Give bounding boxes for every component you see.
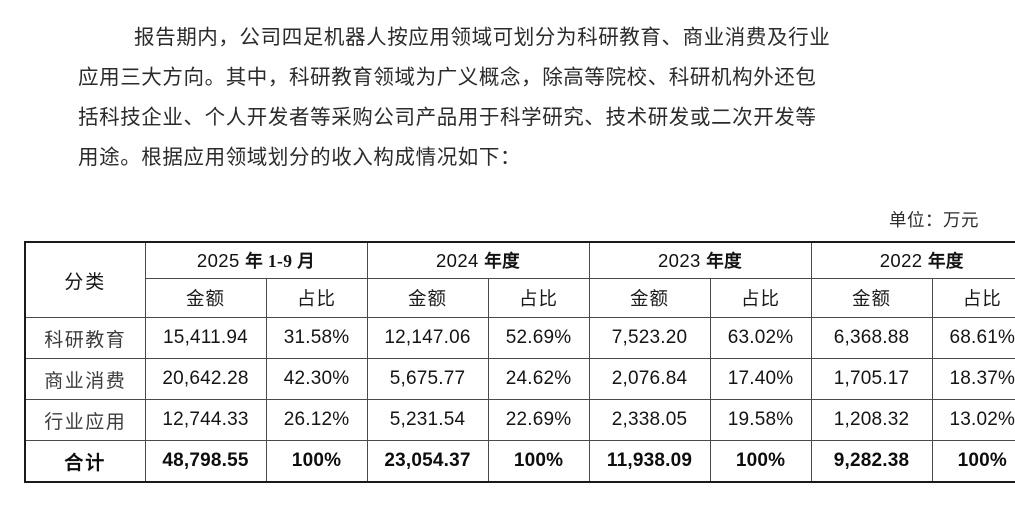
cell-2-1: 26.12% — [265, 399, 368, 441]
paragraph-line-4: 用途。根据应用领域划分的收入构成情况如下： — [78, 147, 522, 169]
cell-1-5: 17.40% — [709, 358, 812, 400]
cell-2-3: 22.69% — [487, 399, 590, 441]
table-row: 商业消费 20,642.28 42.30% 5,675.77 24.62% 2,… — [24, 358, 1015, 400]
header-period-2024: 2024 年度 — [366, 241, 590, 279]
row-category-0: 科研教育 — [24, 317, 146, 359]
header-period-2024-suffix: 年度 — [484, 251, 521, 271]
cell-0-5: 63.02% — [709, 317, 812, 359]
cell-0-7: 68.61% — [931, 317, 1015, 359]
cell-1-1: 42.30% — [265, 358, 368, 400]
header-period-2022: 2022 年度 — [810, 241, 1015, 279]
cell-1-0: 20,642.28 — [144, 358, 267, 400]
table-row: 行业应用 12,744.33 26.12% 5,231.54 22.69% 2,… — [24, 399, 1015, 441]
header-period-2023: 2023 年度 — [588, 241, 812, 279]
table-row: 科研教育 15,411.94 31.58% 12,147.06 52.69% 7… — [24, 317, 1015, 359]
revenue-composition-table: 分类 2025 年 1-9 月 2024 年度 2023 年度 2022 年度 … — [24, 241, 1015, 483]
header-amount-2022: 金额 — [810, 278, 933, 318]
cell-total-6: 9,282.38 — [810, 440, 933, 483]
paragraph-line-1: 报告期内，公司四足机器人按应用领域可划分为科研教育、商业消费及行业 — [134, 27, 831, 49]
header-period-2024-year: 2024 — [435, 250, 479, 271]
cell-0-2: 12,147.06 — [366, 317, 489, 359]
cell-total-5: 100% — [709, 440, 812, 483]
table-header: 分类 2025 年 1-9 月 2024 年度 2023 年度 2022 年度 … — [24, 241, 1015, 318]
cell-0-3: 52.69% — [487, 317, 590, 359]
header-period-2023-suffix: 年度 — [706, 251, 743, 271]
paragraph-line-2: 应用三大方向。其中，科研教育领域为广义概念，除高等院校、科研机构外还包 — [78, 67, 817, 89]
cell-2-4: 2,338.05 — [588, 399, 711, 441]
cell-1-4: 2,076.84 — [588, 358, 711, 400]
cell-1-7: 18.37% — [931, 358, 1015, 400]
cell-0-0: 15,411.94 — [144, 317, 267, 359]
header-period-2022-year: 2022 — [879, 250, 923, 271]
header-period-2025-year: 2025 — [196, 250, 240, 271]
cell-total-1: 100% — [265, 440, 368, 483]
cell-0-6: 6,368.88 — [810, 317, 933, 359]
body-paragraph: 报告期内，公司四足机器人按应用领域可划分为科研教育、商业消费及行业 应用三大方向… — [78, 18, 938, 178]
cell-total-3: 100% — [487, 440, 590, 483]
cell-1-3: 24.62% — [487, 358, 590, 400]
row-category-2: 行业应用 — [24, 399, 146, 441]
cell-1-6: 1,705.17 — [810, 358, 933, 400]
cell-2-7: 13.02% — [931, 399, 1015, 441]
header-amount-2025: 金额 — [144, 278, 267, 318]
cell-total-4: 11,938.09 — [588, 440, 711, 483]
table-header-row-metrics: 金额 占比 金额 占比 金额 占比 金额 占比 — [25, 278, 1015, 318]
header-percent-2024: 占比 — [487, 278, 590, 318]
header-percent-2023: 占比 — [709, 278, 812, 318]
header-period-2025-suffix: 年 1-9 月 — [245, 251, 316, 271]
paragraph-line-3: 括科技企业、个人开发者等采购公司产品用于科学研究、技术研发或二次开发等 — [78, 107, 817, 129]
cell-total-0: 48,798.55 — [144, 440, 267, 483]
cell-2-2: 5,231.54 — [366, 399, 489, 441]
revenue-table-container: 分类 2025 年 1-9 月 2024 年度 2023 年度 2022 年度 … — [24, 241, 1015, 483]
table-total-row: 合计 48,798.55 100% 23,054.37 100% 11,938.… — [24, 440, 1015, 483]
cell-total-2: 23,054.37 — [366, 440, 489, 483]
header-percent-2022: 占比 — [931, 278, 1015, 318]
header-percent-2025: 占比 — [265, 278, 368, 318]
header-amount-2024: 金额 — [366, 278, 489, 318]
cell-0-4: 7,523.20 — [588, 317, 711, 359]
cell-2-0: 12,744.33 — [144, 399, 267, 441]
header-period-2023-year: 2023 — [657, 250, 701, 271]
header-category: 分类 — [24, 241, 146, 318]
cell-2-6: 1,208.32 — [810, 399, 933, 441]
table-unit-label: 单位：万元 — [889, 210, 979, 230]
header-amount-2023: 金额 — [588, 278, 711, 318]
table-header-row-periods: 分类 2025 年 1-9 月 2024 年度 2023 年度 2022 年度 — [24, 241, 1015, 318]
cell-0-1: 31.58% — [265, 317, 368, 359]
header-period-2022-suffix: 年度 — [928, 251, 964, 271]
row-category-1: 商业消费 — [24, 358, 146, 400]
table-body: 科研教育 15,411.94 31.58% 12,147.06 52.69% 7… — [24, 317, 1015, 483]
header-period-2025: 2025 年 1-9 月 — [144, 241, 368, 279]
row-category-total: 合计 — [24, 440, 146, 483]
cell-total-7: 100% — [931, 440, 1015, 483]
cell-1-2: 5,675.77 — [366, 358, 489, 400]
cell-2-5: 19.58% — [709, 399, 812, 441]
